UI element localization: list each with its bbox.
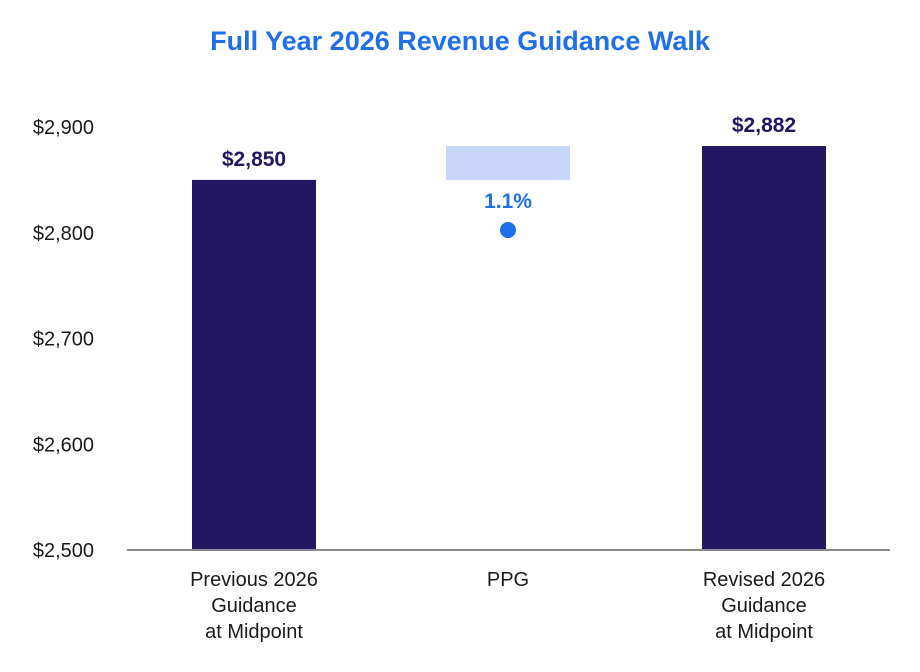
y-axis: $2,500 $2,600 $2,700 $2,800 $2,900 xyxy=(33,117,94,562)
bar-increase-ppg xyxy=(446,146,570,181)
bars xyxy=(192,146,826,550)
chart-title: Full Year 2026 Revenue Guidance Walk xyxy=(210,26,711,56)
x-tick-label-line: Guidance xyxy=(721,595,807,617)
x-tick-label: PPG xyxy=(487,569,529,591)
bar-previous-guidance xyxy=(192,179,316,550)
x-tick-label-line: Revised 2026 xyxy=(703,569,825,591)
y-tick-label: $2,900 xyxy=(33,117,94,139)
x-tick-label-line: at Midpoint xyxy=(715,621,813,643)
y-tick-label: $2,800 xyxy=(33,223,94,245)
bar-revised-guidance xyxy=(702,146,826,550)
x-tick-label: Revised 2026 Guidance at Midpoint xyxy=(703,569,825,643)
x-tick-label-line: PPG xyxy=(487,569,529,591)
x-tick-label-line: at Midpoint xyxy=(205,621,303,643)
data-label-value: $2,882 xyxy=(732,114,796,137)
x-axis: Previous 2026 Guidance at Midpoint PPG Revis… xyxy=(127,549,890,643)
dot-marker xyxy=(500,222,516,239)
data-labels: $2,850 1.1% $2,882 xyxy=(222,114,796,239)
data-label-percent: 1.1% xyxy=(484,190,532,213)
y-tick-label: $2,500 xyxy=(33,540,94,562)
y-tick-label: $2,700 xyxy=(33,329,94,351)
x-tick-label: Previous 2026 Guidance at Midpoint xyxy=(190,569,318,643)
data-label-value: $2,850 xyxy=(222,148,286,171)
y-tick-label: $2,600 xyxy=(33,434,94,456)
x-tick-label-line: Guidance xyxy=(211,595,297,617)
x-tick-label-line: Previous 2026 xyxy=(190,569,318,591)
